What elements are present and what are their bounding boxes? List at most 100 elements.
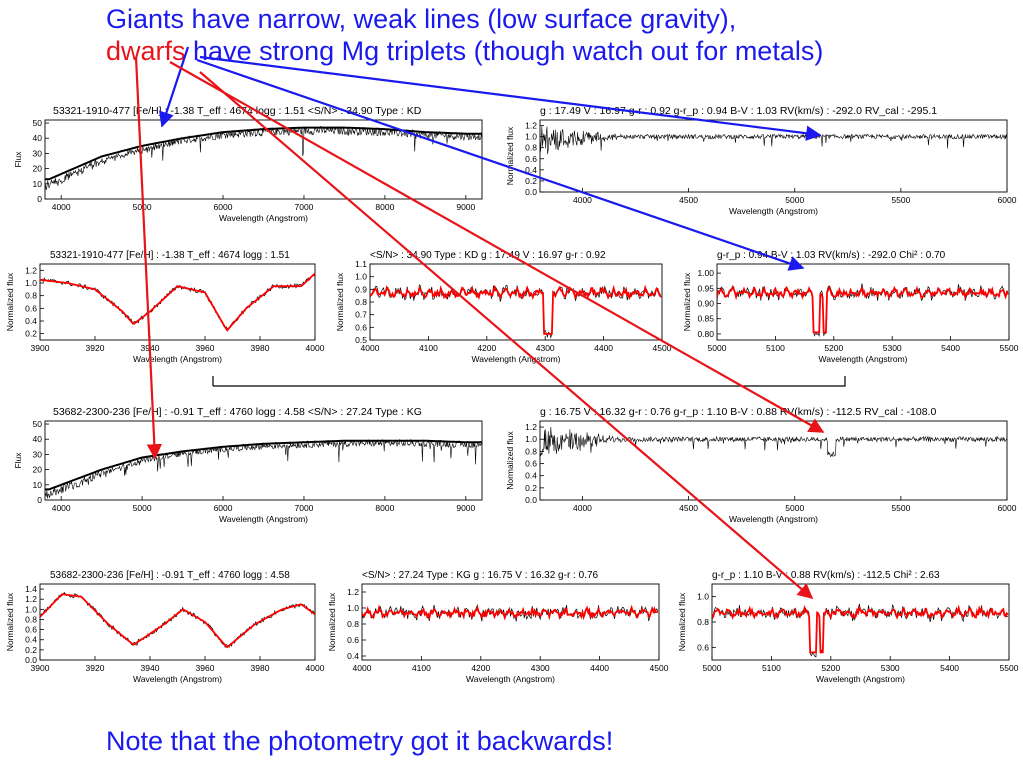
plot-area: [370, 284, 662, 339]
y-tick-label: 0.0: [25, 655, 37, 665]
x-tick-label: 5000: [703, 663, 722, 673]
x-tick-label: 6000: [214, 202, 233, 212]
x-axis-label: Wavelength (Angstrom): [729, 514, 818, 524]
model-line: [712, 604, 1009, 654]
panel-d-z1: 53682-2300-236 [Fe/H] : -0.91 T_eff : 47…: [5, 570, 325, 684]
plot-frame: [716, 263, 1010, 341]
headline-line-2-rest: have strong Mg triplets (though watch ou…: [185, 36, 824, 66]
x-axis-label: Wavelength (Angstrom): [816, 674, 905, 684]
x-tick-label: 5500: [891, 503, 910, 513]
blue-arrow-to-giant-mg: [196, 58, 805, 271]
y-tick-label: 20: [33, 465, 43, 475]
y-axis-label: Normalized flux: [335, 272, 345, 331]
plot-frame: [361, 583, 660, 661]
y-tick-label: 0.4: [347, 651, 359, 661]
x-tick-label: 5400: [941, 343, 960, 353]
x-axis-label: Wavelength (Angstrom): [133, 674, 222, 684]
y-tick-label: 0.2: [525, 176, 537, 186]
y-axis-label: Normalized flux: [505, 126, 515, 185]
zoom-bracket: [212, 376, 846, 387]
x-tick-label: 5500: [1000, 663, 1019, 673]
y-tick-label: 0.8: [355, 297, 367, 307]
x-tick-label: 4500: [679, 503, 698, 513]
y-tick-label: 1.2: [25, 265, 37, 275]
y-tick-label: 0.6: [355, 322, 367, 332]
y-tick-label: 1.0: [25, 278, 37, 288]
observed-spectrum-line: [45, 438, 482, 499]
x-tick-label: 5500: [1000, 343, 1019, 353]
y-tick-label: 0.8: [25, 614, 37, 624]
plot-frame: [539, 119, 1008, 193]
panel-d-norm: g : 16.75 V : 16.32 g-r : 0.76 g-r_p : 1…: [505, 406, 1017, 524]
y-tick-label: 1.0: [525, 434, 537, 444]
y-tick-label: 0.4: [25, 316, 37, 326]
panel-title: 53321-1910-477 [Fe/H] : -1.38 T_eff : 46…: [53, 105, 422, 117]
x-tick-label: 3900: [31, 663, 50, 673]
x-tick-label: 7000: [295, 202, 314, 212]
x-tick-label: 4000: [306, 343, 325, 353]
y-tick-label: 40: [33, 434, 43, 444]
y-tick-label: 0: [37, 194, 42, 204]
x-tick-label: 3960: [196, 343, 215, 353]
x-tick-label: 5300: [881, 663, 900, 673]
x-axis-label: Wavelength (Angstrom): [133, 354, 222, 364]
y-tick-label: 0.7: [355, 310, 367, 320]
panel-title: g : 16.75 V : 16.32 g-r : 0.76 g-r_p : 1…: [540, 406, 936, 418]
panel-title: 53321-1910-477 [Fe/H] : -1.38 T_eff : 46…: [50, 250, 290, 261]
y-tick-label: 1.2: [25, 594, 37, 604]
headline-dwarfs-word: dwarfs: [106, 36, 186, 66]
y-tick-label: 1.0: [25, 604, 37, 614]
x-axis-label: Wavelength (Angstrom): [466, 674, 555, 684]
x-tick-label: 5000: [785, 195, 804, 205]
x-tick-label: 5200: [821, 663, 840, 673]
x-tick-label: 3980: [251, 343, 270, 353]
y-tick-label: 0.6: [347, 635, 359, 645]
x-tick-label: 4200: [477, 343, 496, 353]
y-tick-label: 0.6: [525, 154, 537, 164]
y-axis-label: Normalized flux: [505, 430, 515, 489]
red-arrow-to-dwarf-mg: [199, 71, 814, 600]
y-tick-label: 0.0: [525, 187, 537, 197]
y-tick-label: 0.8: [525, 446, 537, 456]
x-tick-label: 5400: [940, 663, 959, 673]
y-tick-label: 0.2: [25, 645, 37, 655]
y-tick-label: 1.4: [25, 584, 37, 594]
x-tick-label: 4000: [573, 195, 592, 205]
y-tick-label: 1.0: [347, 603, 359, 613]
y-axis-label: Normalized flux: [5, 592, 15, 651]
y-axis-label: Normalized flux: [677, 592, 687, 651]
x-axis-label: Wavelength (Angstrom): [819, 354, 908, 364]
y-tick-label: 0: [37, 495, 42, 505]
x-tick-label: 5500: [891, 195, 910, 205]
observed-line: [712, 603, 1008, 658]
x-tick-label: 4500: [650, 663, 669, 673]
x-tick-label: 5000: [708, 343, 727, 353]
y-tick-label: 40: [33, 133, 43, 143]
y-tick-label: 0.6: [525, 459, 537, 469]
x-tick-label: 3920: [86, 663, 105, 673]
x-tick-label: 4000: [573, 503, 592, 513]
x-tick-label: 4400: [594, 343, 613, 353]
y-tick-label: 0.0: [525, 495, 537, 505]
observed-line: [40, 591, 315, 649]
headline-line-2: dwarfs have strong Mg triplets (though w…: [106, 35, 823, 67]
x-tick-label: 6000: [998, 195, 1017, 205]
x-tick-label: 9000: [456, 503, 475, 513]
panel-g-full: 53321-1910-477 [Fe/H] : -1.38 T_eff : 46…: [13, 105, 483, 223]
plot-area: [540, 426, 1007, 458]
panel-g-norm: g : 17.49 V : 16.97 g-r : 0.92 g-r_p : 0…: [505, 105, 1017, 216]
y-tick-label: 0.8: [697, 617, 709, 627]
y-tick-label: 0.8: [347, 619, 359, 629]
y-tick-label: 0.6: [25, 625, 37, 635]
headline-line-1: Giants have narrow, weak lines (low surf…: [106, 4, 737, 34]
plot-frame: [39, 583, 316, 661]
y-axis-label: Flux: [13, 151, 23, 168]
x-tick-label: 3900: [31, 343, 50, 353]
x-tick-label: 8000: [375, 503, 394, 513]
x-tick-label: 4000: [52, 503, 71, 513]
y-tick-label: 0.8: [25, 291, 37, 301]
y-tick-label: 1.00: [697, 268, 714, 278]
x-tick-label: 7000: [295, 503, 314, 513]
y-tick-label: 0.8: [525, 143, 537, 153]
panel-d-z3: g-r_p : 1.10 B-V : 0.88 RV(km/s) : -112.…: [677, 570, 1019, 684]
